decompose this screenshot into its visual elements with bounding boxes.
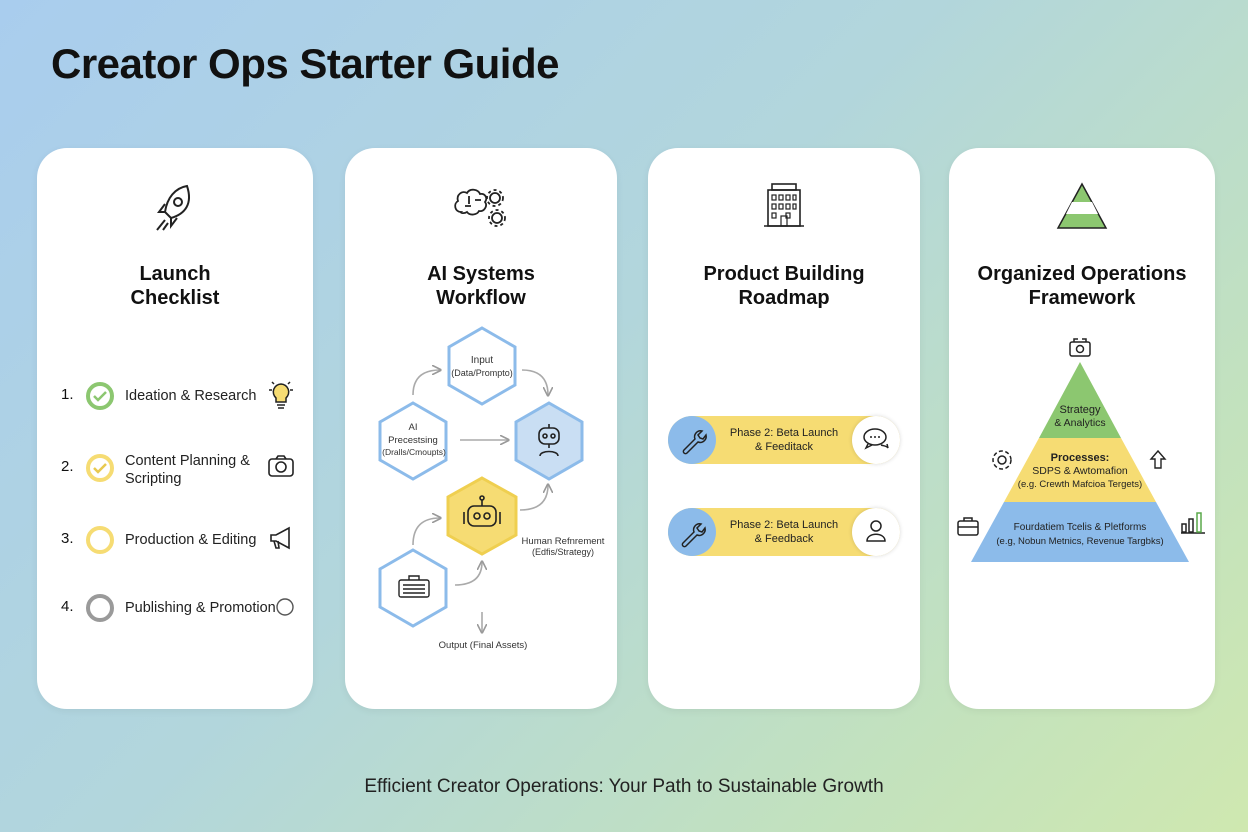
workflow-diagram: Input (Data/Prompto) AI Precestsing (Dra… — [378, 326, 605, 651]
building-icon — [764, 183, 804, 227]
bar-chart-icon — [1181, 512, 1205, 534]
svg-text:AI: AI — [409, 422, 418, 433]
pyramid-level-middle — [1004, 438, 1156, 502]
checklist-item[interactable]: 3. Production & Editing — [37, 520, 313, 560]
svg-text:Input: Input — [471, 355, 493, 366]
camera-icon — [268, 455, 294, 477]
footer-tagline: Efficient Creator Operations: Your Path … — [364, 776, 884, 797]
roadmap-phase[interactable]: Phase 2: Beta Launch & Feedback — [668, 508, 900, 556]
wrench-icon — [682, 430, 707, 455]
pyramid-level-top — [1039, 362, 1121, 438]
robot-icon — [463, 495, 501, 527]
svg-text:(Edfis/Strategy): (Edfis/Strategy) — [532, 547, 594, 557]
chat-bubbles-icon — [863, 428, 889, 450]
card-title: Product Building Roadmap — [703, 263, 865, 309]
brain-gears-icon — [454, 188, 506, 227]
arrow-up-icon — [1149, 449, 1167, 469]
megaphone-icon — [270, 526, 290, 550]
rocket-icon — [156, 184, 190, 231]
lightbulb-icon — [269, 381, 293, 409]
hex-keyboard[interactable] — [378, 548, 448, 628]
robot-icon — [538, 424, 560, 457]
checklist-item[interactable]: 4. Publishing & Promotion — [37, 588, 313, 628]
svg-text:Output (Final Assets): Output (Final Assets) — [439, 640, 528, 651]
svg-text:SDPS & Awtomafion: SDPS & Awtomafion — [1032, 465, 1128, 477]
operations-framework-card: Organized Operations Framework Strategy &… — [949, 148, 1215, 709]
roadmap-phase[interactable]: Phase 2: Beta Launch & Feeditack — [668, 416, 900, 464]
svg-text:Processes:: Processes: — [1051, 452, 1110, 464]
pyramid-diagram: Strategy & Analytics Processes: SDPS & A… — [957, 338, 1205, 562]
hex-human-refinement[interactable] — [446, 476, 518, 556]
checklist-item[interactable]: 2. Content Planning & Scripting — [37, 448, 313, 488]
keyboard-icon — [398, 575, 430, 598]
svg-text:(Data/Prompto): (Data/Prompto) — [451, 368, 513, 378]
camera-icon — [1069, 338, 1091, 357]
wrench-icon — [681, 523, 706, 548]
svg-text:Human Refnrement: Human Refnrement — [522, 536, 605, 547]
pending-circle-icon — [86, 594, 114, 622]
check-circle-icon — [86, 454, 114, 482]
svg-text:& Analytics: & Analytics — [1054, 417, 1105, 429]
svg-text:(e.g, Nobun Metnics, Revenue T: (e.g, Nobun Metnics, Revenue Targbks) — [996, 536, 1163, 547]
svg-text:Precestsing: Precestsing — [388, 435, 438, 446]
product-roadmap-card: Product Building Roadmap Phase 2: Beta La… — [648, 148, 920, 709]
svg-text:(Dralls/Cmoupts): (Dralls/Cmoupts) — [382, 447, 446, 457]
pyramid-icon — [1056, 182, 1108, 229]
hex-input[interactable]: Input (Data/Prompto) — [447, 326, 517, 406]
pyramid-level-base — [971, 502, 1189, 562]
svg-text:(e.g. Crewth Mafcioa Tergets): (e.g. Crewth Mafcioa Tergets) — [1018, 479, 1142, 490]
page-title: Creator Ops Starter Guide — [51, 40, 559, 87]
circle-icon — [276, 598, 294, 616]
check-circle-icon — [86, 382, 114, 410]
svg-text:Strategy: Strategy — [1060, 404, 1101, 416]
briefcase-icon — [957, 517, 979, 536]
ai-systems-workflow-card: AI Systems Workflow Input (Data/Prompto) … — [345, 148, 617, 709]
checklist-item[interactable]: 1. Ideation & Research — [37, 376, 313, 416]
progress-circle-icon — [86, 526, 114, 554]
card-title: AI Systems Workflow — [427, 263, 535, 309]
hex-ai-robot[interactable] — [514, 401, 584, 481]
user-icon — [866, 520, 886, 542]
gear-icon — [992, 450, 1012, 470]
card-title: Organized Operations Framework — [977, 263, 1187, 309]
hex-ai-processing[interactable]: AI Precestsing (Dralls/Cmoupts) — [378, 401, 448, 481]
card-title: Launch Checklist — [130, 263, 220, 309]
svg-text:Fourdatiem Tcelis & Pletforms: Fourdatiem Tcelis & Pletforms — [1014, 522, 1147, 533]
launch-checklist-card: Launch Checklist 1. Ideation & Research 2… — [37, 148, 313, 709]
